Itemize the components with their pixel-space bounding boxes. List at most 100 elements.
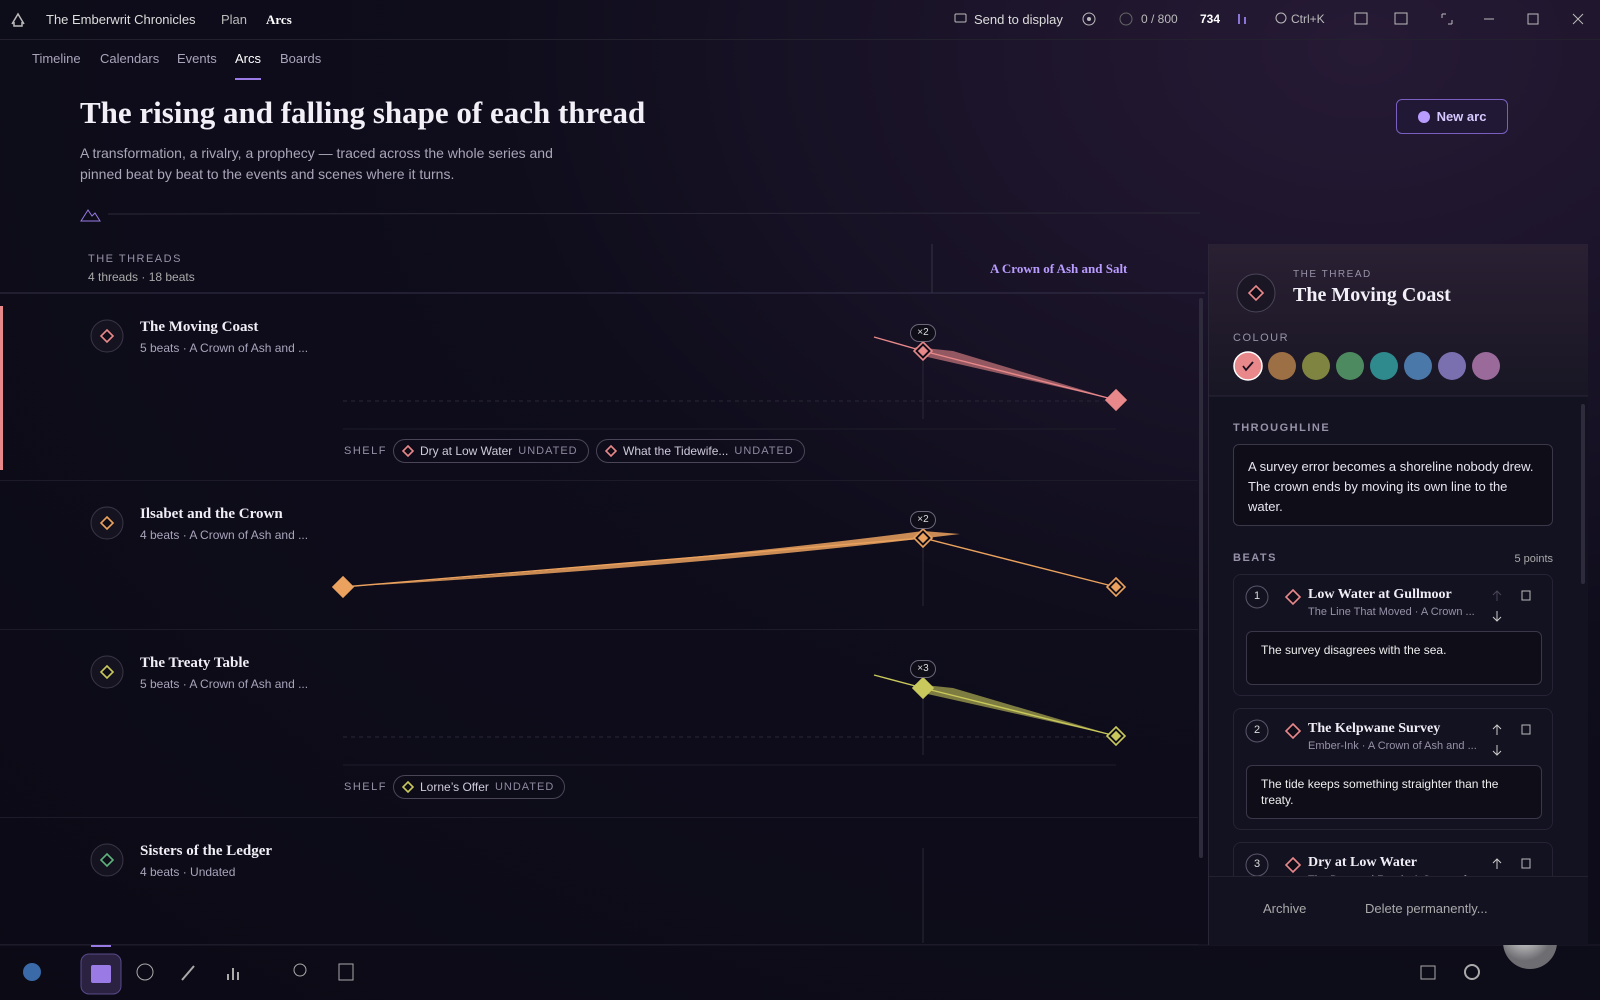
chip-title: What the Tidewife... — [623, 444, 729, 458]
thread-meta: 4 beats · Undated — [140, 865, 236, 879]
quill-icon[interactable] — [181, 965, 195, 981]
shelf-label: SHELF — [344, 781, 387, 793]
chip-status: UNDATED — [518, 445, 578, 457]
project-name[interactable]: The Emberwrit Chronicles — [46, 12, 196, 27]
stack-badge: ×2 — [910, 511, 936, 529]
book-column[interactable]: A Crown of Ash and Salt — [990, 261, 1128, 276]
shelf-label: SHELF — [344, 445, 387, 457]
panel-icon[interactable] — [1420, 965, 1436, 980]
shelf-chip[interactable]: Dry at Low Water UNDATED — [393, 439, 589, 463]
home-icon[interactable] — [11, 12, 25, 27]
beat-note[interactable]: The tide keeps something straighter than… — [1246, 765, 1542, 819]
beat-card[interactable]: 1 Low Water at Gullmoor The Line That Move… — [1233, 574, 1553, 696]
new-arc-button[interactable]: New arc — [1396, 99, 1508, 134]
stack-badge: ×3 — [910, 660, 936, 678]
beat-marker — [99, 328, 115, 344]
library-icon[interactable] — [338, 963, 354, 981]
beat-card[interactable]: 2 The Kelpwane Survey Ember-Ink · A Crown … — [1233, 708, 1553, 830]
display-icon[interactable] — [954, 13, 967, 23]
nav-tab[interactable]: Timeline — [32, 51, 81, 66]
beat-number-ring — [1245, 585, 1269, 609]
beat-marker — [1284, 856, 1302, 874]
move-down — [1492, 745, 1502, 756]
calendar-icon — [91, 965, 111, 983]
fullscreen-icon[interactable] — [1441, 13, 1453, 25]
globe-icon[interactable] — [136, 963, 154, 981]
record-icon[interactable] — [1082, 12, 1096, 26]
maximize[interactable] — [1527, 13, 1539, 25]
breadcrumb[interactable]: Plan — [221, 12, 248, 27]
bar-icon — [1238, 14, 1240, 24]
dock-indicator — [91, 945, 111, 947]
delete-button[interactable]: Delete permanently... — [1365, 901, 1488, 916]
settings-icon[interactable] — [1464, 964, 1480, 980]
archive-button[interactable]: Archive — [1263, 901, 1307, 916]
colour-swatch[interactable] — [1438, 352, 1466, 380]
top-bar — [0, 0, 1600, 40]
thread-row[interactable] — [0, 481, 1198, 630]
button-label: New arc — [1436, 109, 1487, 124]
beat-card[interactable]: 3 Dry at Low Water The Drowned Road · A Cr… — [1233, 842, 1553, 876]
shelf-chip[interactable]: What the Tidewife... UNDATED — [596, 439, 805, 463]
nav-tab[interactable]: Events — [177, 51, 217, 66]
threads-heading: THE THREADS — [88, 253, 182, 265]
colour-swatch[interactable] — [1268, 352, 1296, 380]
chip-icon — [402, 445, 414, 457]
app-logo[interactable] — [23, 963, 41, 981]
thread-row[interactable] — [0, 630, 1198, 818]
colour-swatch[interactable] — [1336, 352, 1364, 380]
window-icon[interactable] — [1394, 12, 1408, 25]
beat-marker — [99, 515, 115, 531]
nav-tab[interactable]: Boards — [280, 51, 322, 66]
beat-number-ring — [1245, 719, 1269, 743]
search-icon[interactable] — [1275, 12, 1287, 24]
close[interactable] — [1572, 13, 1584, 25]
selected-accent — [0, 306, 3, 470]
beat-note[interactable]: The survey disagrees with the sea. — [1246, 631, 1542, 685]
nav-tab[interactable]: Calendars — [100, 51, 160, 66]
shelf-chip[interactable]: Lorne’s Offer UNDATED — [393, 775, 566, 799]
beat-marker — [1284, 722, 1302, 740]
colour-swatch[interactable] — [1370, 352, 1398, 380]
thread-name: The Moving Coast — [140, 319, 259, 335]
search-icon[interactable] — [293, 963, 307, 977]
beat-meta: Ember-Ink · A Crown of Ash and ... — [1308, 740, 1477, 752]
beat-marker — [917, 532, 929, 544]
beat-meta: The Drowned Road · A Crown of... — [1308, 874, 1476, 876]
threads-summary: 4 threads · 18 beats — [88, 270, 195, 284]
breadcrumb-current: Arcs — [266, 12, 292, 27]
plus-icon — [1417, 110, 1430, 123]
chip-title: Dry at Low Water — [420, 444, 513, 458]
layout-icon[interactable] — [1354, 12, 1368, 25]
colour-swatch[interactable] — [1302, 352, 1330, 380]
page-title: The rising and falling shape of each thr… — [80, 95, 646, 130]
beat-marker — [1284, 588, 1302, 606]
record-dot — [1087, 17, 1091, 21]
beat-number-ring — [1245, 853, 1269, 876]
thread-row[interactable] — [0, 294, 1198, 481]
thread-meta: 5 beats · A Crown of Ash and ... — [140, 341, 309, 355]
panel-thread-name: The Moving Coast — [1293, 284, 1451, 306]
bar-icon — [1244, 17, 1246, 24]
panel-footer — [1209, 876, 1588, 945]
chip-status: UNDATED — [494, 781, 555, 793]
colour-swatch[interactable] — [1233, 351, 1263, 381]
beat-marker — [99, 664, 115, 680]
throughline-field[interactable]: A survey error becomes a shoreline nobod… — [1233, 444, 1553, 526]
move-up — [1492, 858, 1502, 869]
panel-scrollbar — [1581, 404, 1585, 584]
thread-row[interactable] — [0, 818, 1198, 945]
stats-icon[interactable] — [227, 968, 239, 980]
thread-name: The Treaty Table — [140, 655, 250, 671]
nav-tab[interactable]: Arcs — [235, 51, 261, 66]
scrollbar — [1199, 298, 1203, 858]
beat-number: 3 — [1253, 858, 1261, 870]
beats-count: 5 points — [1514, 553, 1553, 565]
beat-icons — [1245, 853, 1531, 876]
search-shortcut[interactable]: Ctrl+K — [1291, 12, 1325, 26]
colour-swatch[interactable] — [1472, 352, 1500, 380]
arc-ribbon — [343, 531, 960, 587]
colour-swatch[interactable] — [1404, 352, 1432, 380]
send-to-display[interactable]: Send to display — [974, 12, 1063, 27]
beats-list: 1 Low Water at Gullmoor The Line That Move… — [1209, 574, 1588, 876]
